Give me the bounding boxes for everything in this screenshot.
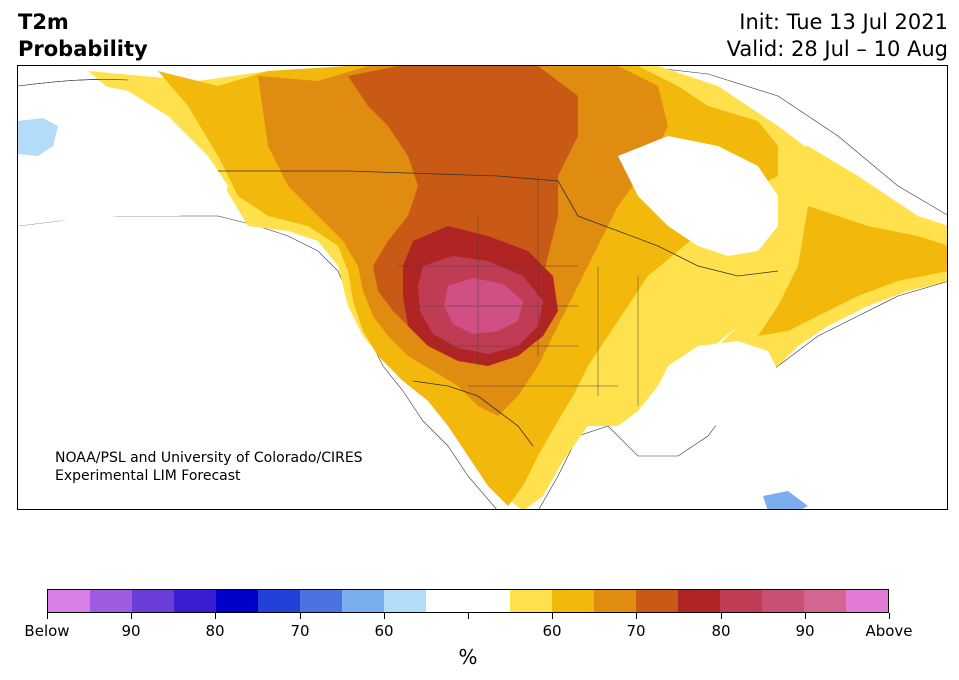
colorbar-segment: [258, 590, 300, 612]
colorbar-tick: [721, 613, 722, 619]
colorbar-tick-label: 90: [121, 622, 141, 640]
region-gold-east: [758, 206, 947, 336]
colorbar-segment: [468, 590, 510, 612]
colorbar-tick: [636, 613, 637, 619]
colorbar-tick-label: Above: [865, 622, 913, 640]
map-svg: [18, 66, 947, 509]
state-lines: [398, 176, 639, 406]
colorbar-segment: [174, 590, 216, 612]
colorbar-segment: [552, 590, 594, 612]
colorbar-segment: [384, 590, 426, 612]
region-white-southeast: [658, 341, 778, 426]
colorbar-tick: [805, 613, 806, 619]
colorbar-segment: [804, 590, 846, 612]
colorbar-segment: [48, 590, 90, 612]
colorbar-tick: [131, 613, 132, 619]
colorbar-segment: [846, 590, 888, 612]
region-blue-caribbean: [763, 491, 808, 509]
colorbar-segment: [720, 590, 762, 612]
colorbar-segment: [762, 590, 804, 612]
probability-map: [17, 65, 948, 510]
colorbar-tick: [468, 613, 469, 619]
map-title: T2m Probability: [18, 9, 148, 63]
colorbar-tick-label: 70: [290, 622, 310, 640]
colorbar-segment: [90, 590, 132, 612]
colorbar-tick-label: Below: [24, 622, 70, 640]
colorbar-tick: [215, 613, 216, 619]
colorbar-tick-label: 80: [205, 622, 225, 640]
colorbar-tick: [384, 613, 385, 619]
colorbar-segment: [216, 590, 258, 612]
colorbar-tick-label: 80: [711, 622, 731, 640]
colorbar-tick: [889, 613, 890, 619]
colorbar-segment: [678, 590, 720, 612]
colorbar-segment: [342, 590, 384, 612]
colorbar-tick: [552, 613, 553, 619]
region-white-quebec: [618, 136, 778, 256]
credit-text: NOAA/PSL and University of Colorado/CIRE…: [55, 449, 363, 485]
colorbar-tick-label: 60: [374, 622, 394, 640]
credit-line-2: Experimental LIM Forecast: [55, 468, 241, 484]
colorbar-tick: [300, 613, 301, 619]
colorbar-tick-label: 90: [795, 622, 815, 640]
title-line-2: Probability: [18, 37, 148, 61]
colorbar-segment: [300, 590, 342, 612]
us-canada-border: [218, 170, 779, 277]
colorbar-segment: [426, 590, 468, 612]
credit-line-1: NOAA/PSL and University of Colorado/CIRE…: [55, 450, 363, 466]
valid-date: Valid: 28 Jul – 10 Aug: [726, 37, 948, 61]
colorbar: [47, 589, 889, 613]
region-white-alaska: [18, 81, 228, 226]
colorbar-tick-label: 60: [542, 622, 562, 640]
colorbar-segment: [132, 590, 174, 612]
region-lightblue-alaska: [18, 118, 58, 156]
colorbar-tick: [47, 613, 48, 619]
colorbar-segment: [636, 590, 678, 612]
title-line-1: T2m: [18, 10, 69, 34]
colorbar-segment: [594, 590, 636, 612]
us-mexico-border: [412, 380, 534, 447]
alaska-coast: [18, 79, 129, 87]
init-date: Init: Tue 13 Jul 2021: [739, 10, 948, 34]
forecast-dates: Init: Tue 13 Jul 2021 Valid: 28 Jul – 10…: [727, 9, 948, 63]
colorbar-tick-label: 70: [626, 622, 646, 640]
colorbar-unit: %: [458, 645, 478, 669]
colorbar-segment: [510, 590, 552, 612]
